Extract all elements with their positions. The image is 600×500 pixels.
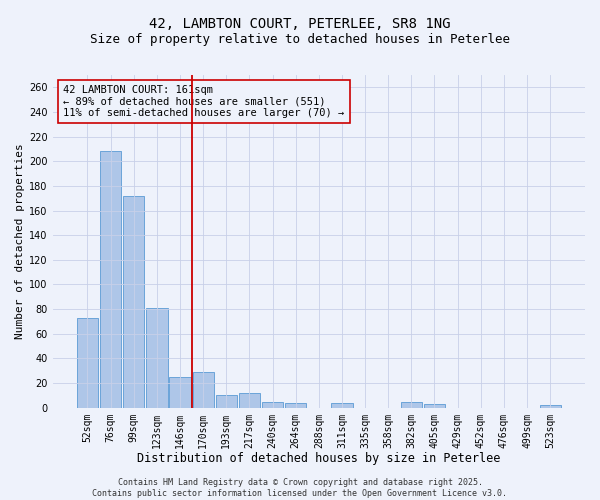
Bar: [215, 396, 237, 407]
Bar: [193, 372, 214, 408]
Bar: [123, 196, 145, 408]
Text: 42, LAMBTON COURT, PETERLEE, SR8 1NG: 42, LAMBTON COURT, PETERLEE, SR8 1NG: [149, 18, 451, 32]
Y-axis label: Number of detached properties: Number of detached properties: [15, 144, 25, 339]
Bar: [539, 406, 561, 407]
Bar: [401, 402, 422, 407]
Text: 42 LAMBTON COURT: 161sqm
← 89% of detached houses are smaller (551)
11% of semi-: 42 LAMBTON COURT: 161sqm ← 89% of detach…: [63, 85, 344, 118]
Text: Size of property relative to detached houses in Peterlee: Size of property relative to detached ho…: [90, 32, 510, 46]
Bar: [169, 377, 191, 408]
Bar: [424, 404, 445, 407]
X-axis label: Distribution of detached houses by size in Peterlee: Distribution of detached houses by size …: [137, 452, 500, 465]
Bar: [239, 393, 260, 407]
Text: Contains HM Land Registry data © Crown copyright and database right 2025.
Contai: Contains HM Land Registry data © Crown c…: [92, 478, 508, 498]
Bar: [100, 152, 121, 408]
Bar: [285, 403, 307, 407]
Bar: [331, 403, 353, 407]
Bar: [146, 308, 167, 408]
Bar: [262, 402, 283, 407]
Bar: [77, 318, 98, 408]
